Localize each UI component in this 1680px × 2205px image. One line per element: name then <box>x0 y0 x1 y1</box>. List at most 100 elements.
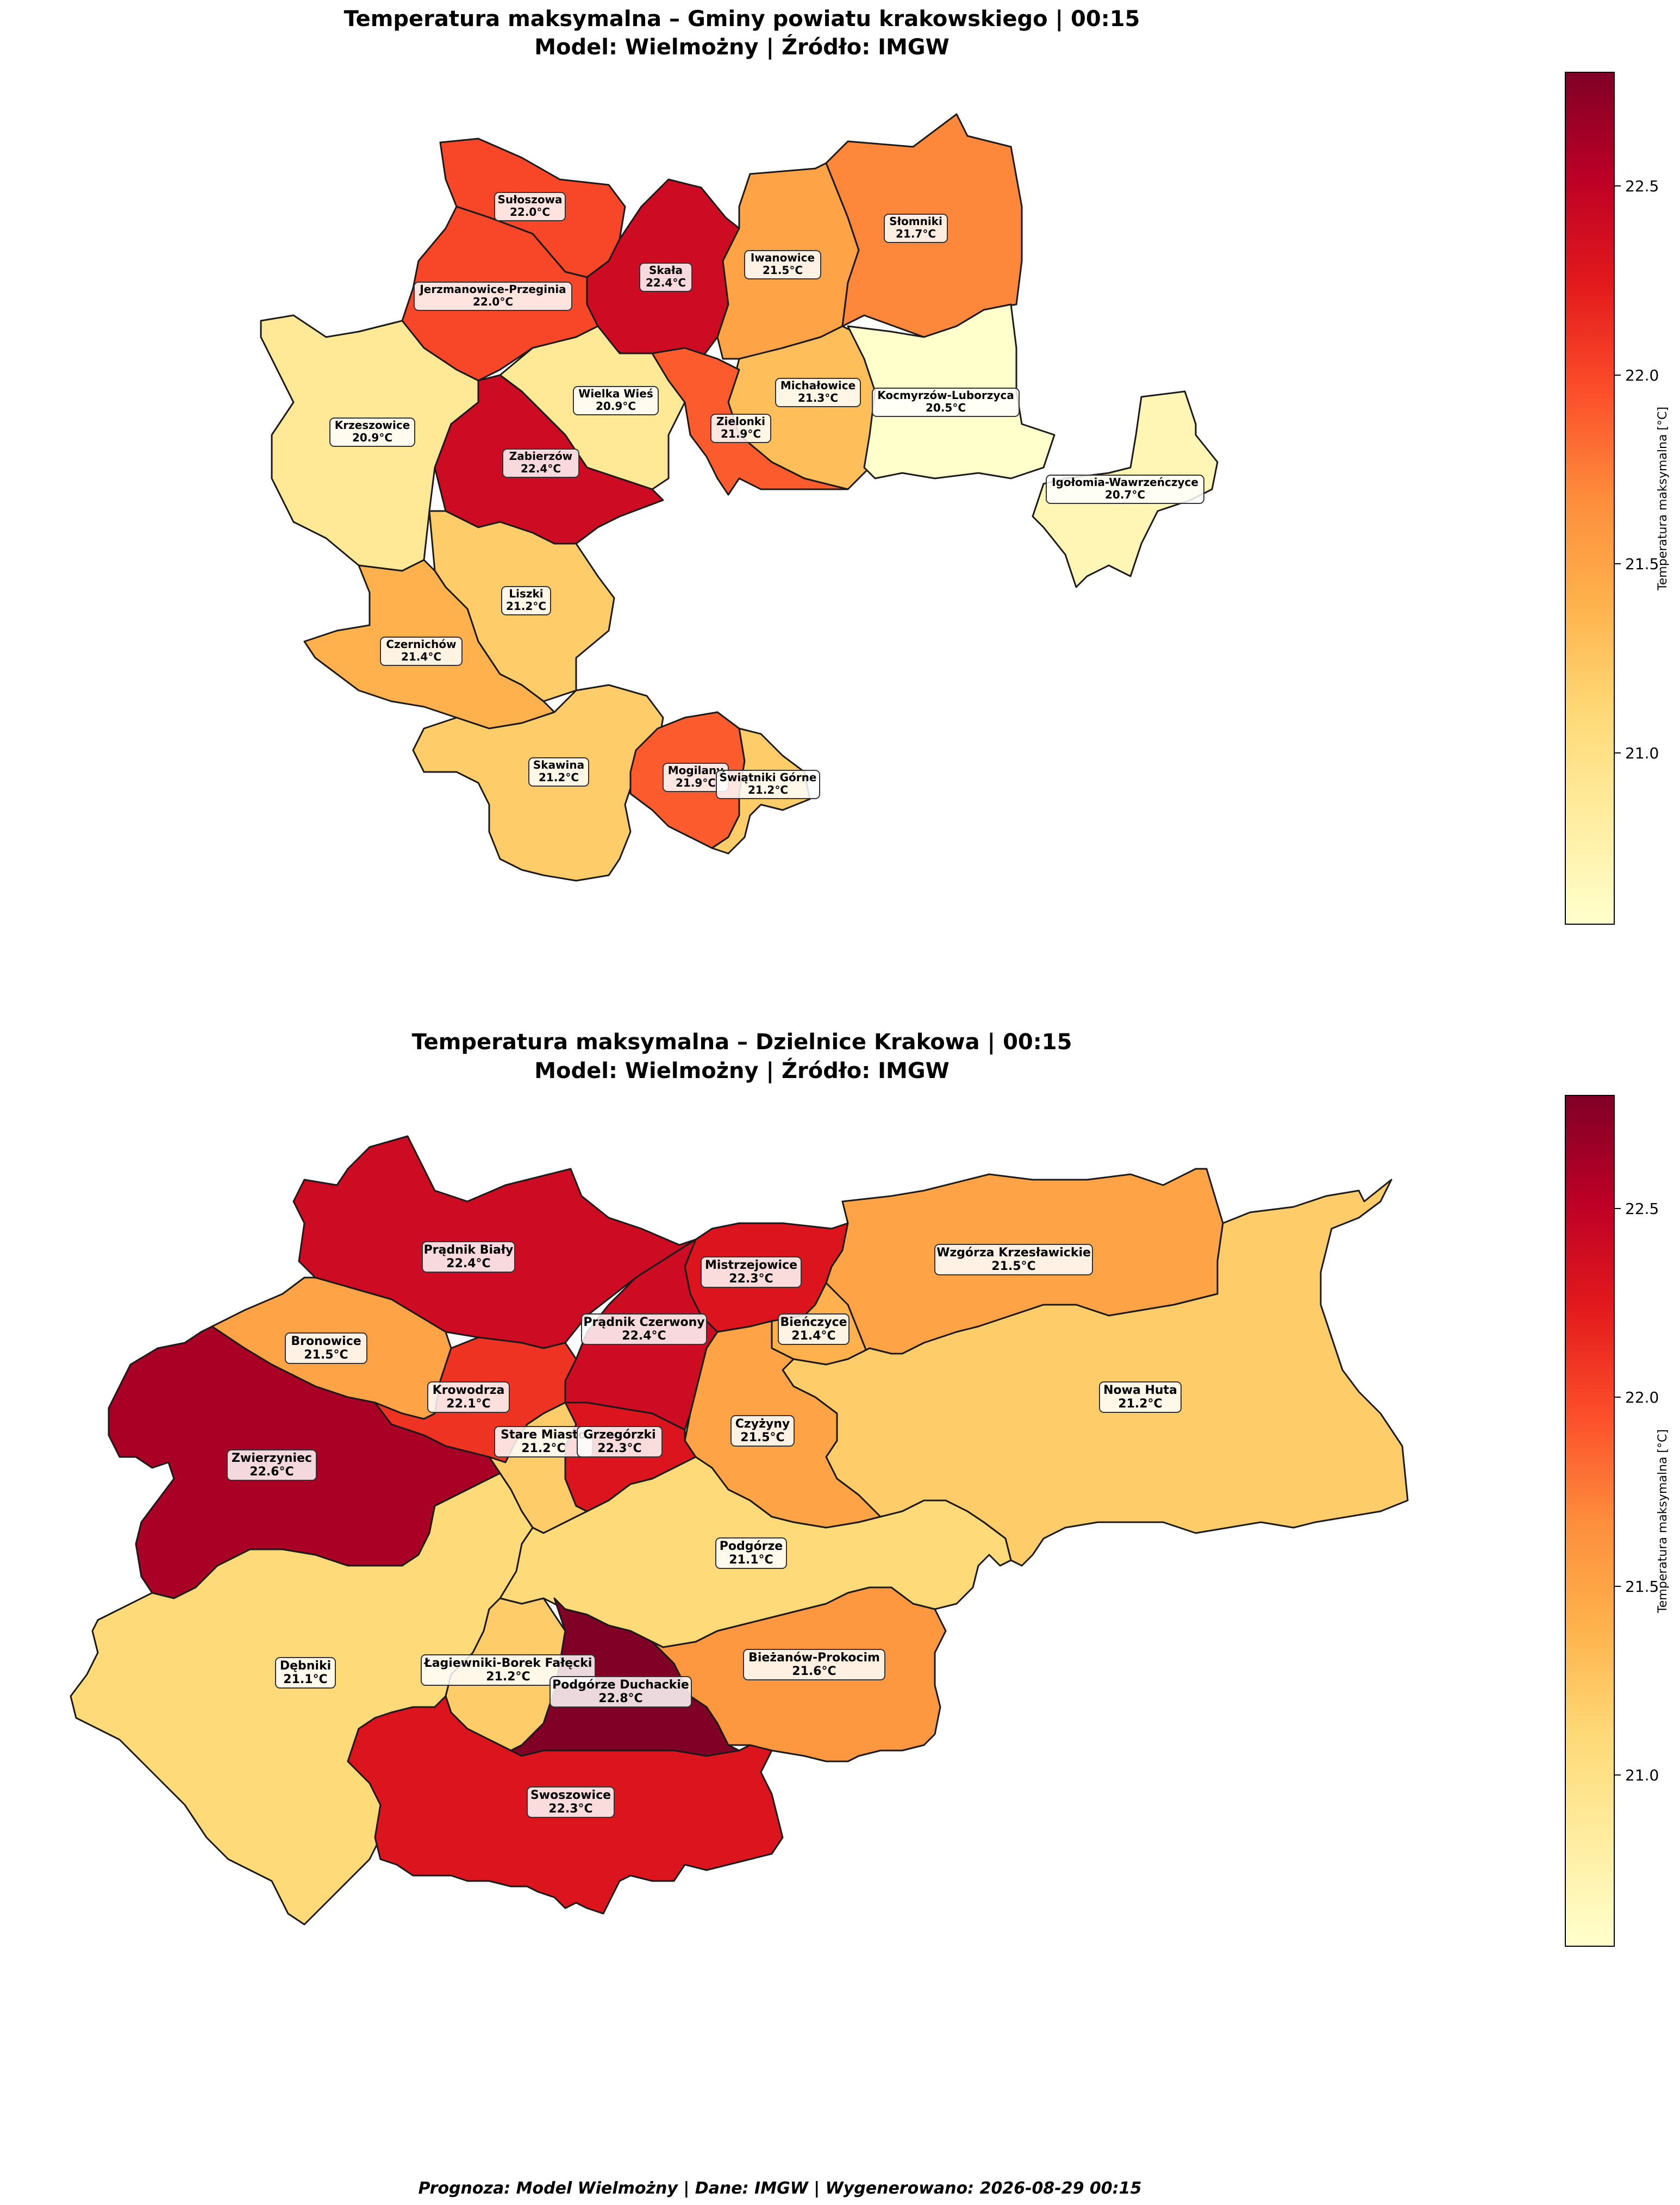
region-label-pradnik-bialy: Prądnik Biały 22.4°C <box>422 1241 515 1273</box>
region-label-czernichow: Czernichów 21.4°C <box>380 637 463 666</box>
region-label-temp: 21.2°C <box>506 600 546 613</box>
colorbar-label: Temperatura maksymalna [°C] <box>1656 1429 1670 1614</box>
colorbar: 21.0 21.5 22.0 22.5 Temperatura maksymal… <box>1565 1095 1670 1947</box>
region-label-name: Podgórze <box>720 1540 783 1553</box>
region-label-bronowice: Bronowice 21.5°C <box>285 1332 367 1364</box>
region-label-temp: 21.2°C <box>748 783 788 796</box>
region-label-name: Łagiewniki-Borek Fałęcki <box>424 1656 592 1670</box>
colorbar: 21.0 21.5 22.0 22.5 Temperatura maksymal… <box>1565 72 1670 925</box>
map-panel-gminy: Temperatura maksymalna – Gminy powiatu k… <box>260 7 1670 925</box>
region-label-temp: 22.0°C <box>510 205 550 219</box>
region-label-mogilany: Mogilany 21.9°C <box>663 763 729 792</box>
region-label-pradnik-czerwony: Prądnik Czerwony 22.4°C <box>581 1313 707 1345</box>
region-label-temp: 20.5°C <box>926 401 966 414</box>
region-label-debniki: Dębniki 21.1°C <box>275 1657 336 1689</box>
region-label-zwierzyniec: Zwierzyniec 22.6°C <box>227 1449 317 1481</box>
region-label-zielonki: Zielonki 21.9°C <box>710 414 771 443</box>
region-label-nowa-huta: Nowa Huta 21.2°C <box>1099 1381 1182 1413</box>
region-label-temp: 22.8°C <box>598 1692 642 1705</box>
region-label-jerzmanowice: Jerzmanowice-Przeginia 22.0°C <box>414 282 572 311</box>
figure-footer: Prognoza: Model Wielmożny | Dane: IMGW |… <box>419 2179 1142 2198</box>
region-label-temp: 21.2°C <box>1118 1397 1162 1411</box>
region-label-name: Zielonki <box>716 415 765 428</box>
region-label-mistrzejowice: Mistrzejowice 22.3°C <box>701 1256 802 1288</box>
region-label-grzegorzki: Grzegórzki 22.3°C <box>577 1426 663 1457</box>
region-label-igolomia: Igołomia-Wawrzeńczyce 20.7°C <box>1046 475 1204 504</box>
region-label-name: Skawina <box>533 758 584 771</box>
region-label-name: Stare Miasto <box>501 1428 586 1442</box>
region-label-wzgorza: Wzgórza Krzesławickie 21.5°C <box>934 1244 1093 1275</box>
panel-title-line1: Temperatura maksymalna – Gminy powiatu k… <box>344 7 1140 32</box>
region-label-name: Zwierzyniec <box>232 1452 312 1465</box>
region-label-temp: 22.4°C <box>646 276 686 289</box>
region-label-michalowice: Michałowice 21.3°C <box>775 378 861 407</box>
region-label-liszki: Liszki 21.2°C <box>501 586 551 615</box>
region-label-wielka-wies: Wielka Wieś 20.9°C <box>573 386 659 415</box>
region-label-name: Skała <box>649 264 683 277</box>
region-label-temp: 22.4°C <box>622 1329 666 1343</box>
region-label-name: Liszki <box>509 587 543 600</box>
region-label-name: Michałowice <box>780 379 855 392</box>
region-label-krzeszowice: Krzeszowice 20.9°C <box>329 418 415 447</box>
region-label-name: Świątniki Górne <box>720 771 817 784</box>
region-label-temp: 21.4°C <box>401 650 441 663</box>
region-label-temp: 22.3°C <box>729 1272 773 1286</box>
region-label-temp: 21.5°C <box>740 1431 784 1444</box>
region-label-name: Kocmyrzów-Luborzyca <box>877 389 1014 402</box>
region-label-slomniki: Słomniki 21.7°C <box>884 214 948 243</box>
region-label-name: Dębniki <box>280 1659 331 1673</box>
region-label-temp: 21.5°C <box>991 1260 1035 1273</box>
region-label-name: Grzegórzki <box>583 1428 655 1442</box>
colorbar-tick-label: 21.5 <box>1625 555 1659 573</box>
region-label-name: Bieńczyce <box>780 1316 847 1329</box>
region-label-temp: 21.3°C <box>798 391 838 404</box>
region-label-name: Bronowice <box>291 1335 361 1348</box>
region-label-temp: 21.9°C <box>721 427 761 440</box>
region-label-name: Krzeszowice <box>335 419 410 432</box>
region-label-swiatniki: Świątniki Górne 21.2°C <box>716 770 820 799</box>
region-label-temp: 22.0°C <box>473 295 513 308</box>
region-label-krowodrza: Krowodrza 22.1°C <box>427 1381 510 1413</box>
region-label-temp: 21.1°C <box>283 1673 327 1686</box>
region-label-zabierzow: Zabierzów 22.4°C <box>502 449 579 478</box>
region-label-temp: 21.9°C <box>676 776 716 789</box>
region-label-temp: 20.9°C <box>352 431 392 444</box>
region-label-name: Mogilany <box>668 764 723 777</box>
colorbar-gradient <box>1565 1095 1615 1947</box>
region-label-name: Wzgórza Krzesławickie <box>936 1246 1091 1260</box>
region-label-name: Krowodrza <box>433 1384 505 1397</box>
colorbar-ticks: 21.0 21.5 22.0 22.5 <box>1614 177 1659 762</box>
panel-title-line2: Model: Wielmożny | Źródło: IMGW <box>534 34 950 60</box>
region-label-temp: 21.6°C <box>792 1665 836 1678</box>
region-label-swoszowice: Swoszowice 22.3°C <box>527 1786 615 1818</box>
region-label-name: Słomniki <box>889 215 942 228</box>
region-label-name: Wielka Wieś <box>578 387 653 400</box>
region-label-name: Nowa Huta <box>1103 1384 1177 1397</box>
colorbar-tick-label: 21.5 <box>1625 1578 1659 1596</box>
colorbar-tick-label: 22.5 <box>1625 1200 1659 1218</box>
region-label-bienczyce: Bieńczyce 21.4°C <box>778 1313 850 1345</box>
region-label-name: Sułoszowa <box>497 193 562 206</box>
region-label-temp: 20.9°C <box>596 400 636 413</box>
region-label-biezanow: Bieżanów-Prokocim 21.6°C <box>743 1649 885 1680</box>
map-labels: Prądnik Biały 22.4°C Mistrzejowice 22.3°… <box>227 1241 1182 1818</box>
region-label-temp: 21.5°C <box>763 264 803 277</box>
region-label-name: Prądnik Biały <box>424 1243 514 1257</box>
region-label-name: Czyżyny <box>735 1417 790 1431</box>
region-label-temp: 21.4°C <box>791 1329 835 1343</box>
region-label-name: Zabierzów <box>509 450 572 463</box>
colorbar-label: Temperatura maksymalna [°C] <box>1656 407 1670 591</box>
region-label-temp: 22.6°C <box>249 1465 293 1479</box>
region-label-stare-miasto: Stare Miasto 21.2°C <box>494 1426 593 1457</box>
panel-title-line2: Model: Wielmożny | Źródło: IMGW <box>534 1057 950 1084</box>
region-label-name: Jerzmanowice-Przeginia <box>419 283 566 296</box>
region-label-temp: 21.2°C <box>539 771 579 784</box>
colorbar-tick-label: 21.0 <box>1625 744 1659 762</box>
region-label-temp: 22.3°C <box>548 1802 592 1816</box>
map-regions <box>70 1135 1409 1926</box>
colorbar-tick-label: 21.0 <box>1625 1766 1659 1784</box>
region-label-iwanowice: Iwanowice 21.5°C <box>744 250 821 279</box>
region-label-temp: 21.2°C <box>521 1442 565 1455</box>
region-label-skawina: Skawina 21.2°C <box>528 757 589 787</box>
